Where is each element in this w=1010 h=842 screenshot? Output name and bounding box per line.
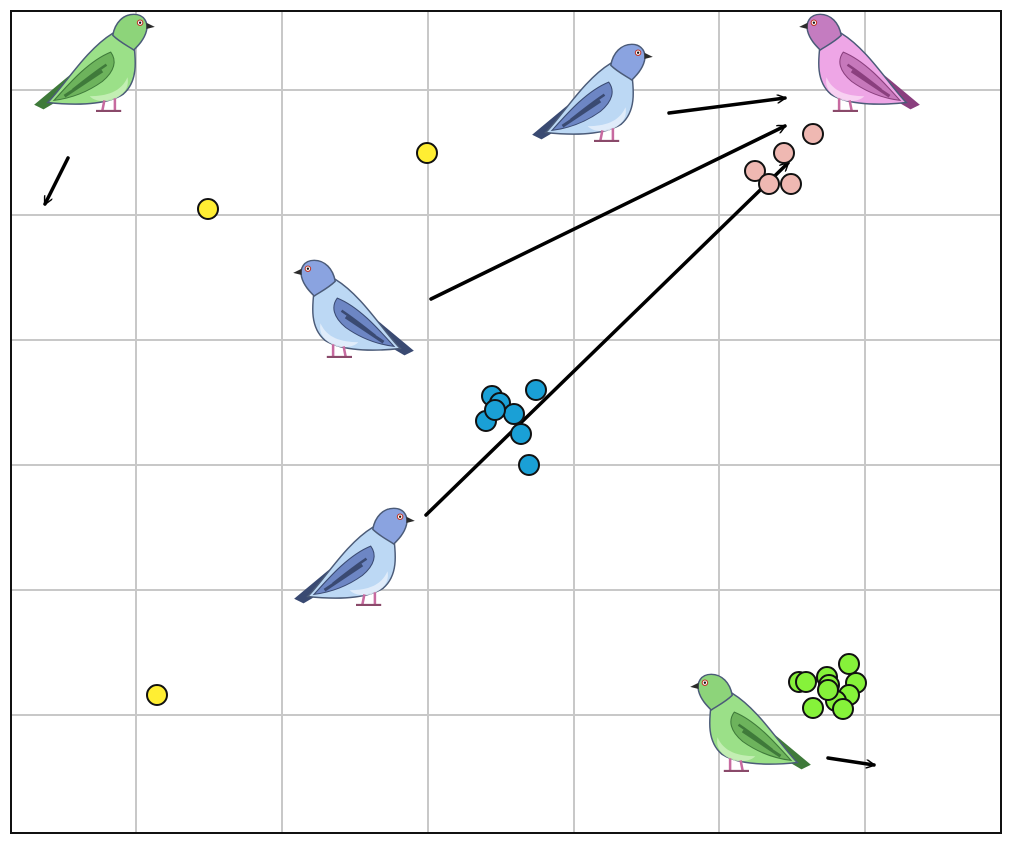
blue-pigeon-center[interactable] xyxy=(293,259,414,358)
pink-seed-cluster[interactable] xyxy=(744,123,824,195)
green-seed-cluster[interactable] xyxy=(788,653,867,720)
pigeon-wing-bar xyxy=(737,723,773,751)
pigeon-pupil xyxy=(636,51,640,54)
seed[interactable] xyxy=(832,698,854,720)
pigeon-wing-bar xyxy=(850,69,891,98)
pigeon-wing xyxy=(839,51,902,102)
blue-pigeon-top[interactable] xyxy=(532,43,653,142)
pigeon-pupil xyxy=(812,21,816,24)
pigeon-wing xyxy=(312,545,375,596)
pigeon-legs xyxy=(101,98,117,112)
seed[interactable] xyxy=(484,399,506,421)
seed[interactable] xyxy=(802,123,824,145)
green-pigeon-bottom-right-move-arrow xyxy=(826,756,876,765)
pigeon-wing xyxy=(52,51,115,102)
pigeon-belly xyxy=(717,737,756,762)
pigeon-belly xyxy=(89,77,128,102)
pigeon-wing-bar xyxy=(741,729,782,758)
seed[interactable] xyxy=(758,173,780,195)
seed[interactable] xyxy=(773,142,795,164)
seed[interactable] xyxy=(146,684,168,706)
green-pigeon-top-left-move-arrow xyxy=(43,156,70,204)
seeds-layer[interactable] xyxy=(146,123,867,720)
pigeon-wing xyxy=(333,297,396,348)
pigeon-pupil xyxy=(703,681,707,684)
pigeon-belly xyxy=(826,77,865,102)
pigeon-beak xyxy=(406,516,415,523)
board-border xyxy=(10,10,1002,834)
seed[interactable] xyxy=(838,653,860,675)
blue-pigeon-lower-move-arrow xyxy=(424,161,788,517)
green-pigeon-top-left[interactable] xyxy=(34,13,155,112)
pigeon-wing-bar xyxy=(72,63,108,91)
blue-seed-cluster[interactable] xyxy=(475,379,547,476)
pigeon-wing-bar xyxy=(344,315,385,344)
pigeon-wing-bar xyxy=(561,99,602,128)
pigeon-wing xyxy=(730,711,793,762)
blue-pigeon-center-move-arrow xyxy=(429,124,785,301)
seed[interactable] xyxy=(817,679,839,701)
pink-pigeon-top-right[interactable] xyxy=(799,13,920,112)
seed[interactable] xyxy=(780,173,802,195)
pigeon-belly xyxy=(587,107,626,132)
seed[interactable] xyxy=(510,423,532,445)
pigeon-beak xyxy=(690,682,699,689)
pigeon-belly xyxy=(349,571,388,596)
pigeon-wing-bar xyxy=(570,93,606,121)
pigeon-beak xyxy=(293,268,302,275)
move-arrows xyxy=(43,98,876,765)
seed[interactable] xyxy=(744,160,766,182)
pigeon-wing-bar xyxy=(323,563,364,592)
pigeon-legs xyxy=(331,344,347,358)
pigeon-belly xyxy=(320,323,359,348)
pigeon-pupil xyxy=(306,267,310,270)
yellow-seeds[interactable] xyxy=(146,142,438,706)
pigeon-wing-bar xyxy=(332,557,368,585)
pigeons-layer[interactable] xyxy=(34,13,920,772)
blue-pigeon-top-move-arrow xyxy=(667,98,787,115)
seed[interactable] xyxy=(503,403,525,425)
pigeon-legs xyxy=(361,592,377,606)
pigeon-wing xyxy=(550,81,613,132)
seed[interactable] xyxy=(795,671,817,693)
pigeon-beak xyxy=(146,22,155,30)
pigeon-pupil xyxy=(138,21,142,24)
seed[interactable] xyxy=(416,142,438,164)
seed[interactable] xyxy=(525,379,547,401)
pigeon-wing-bar xyxy=(846,63,882,91)
seed[interactable] xyxy=(197,198,219,220)
pigeon-legs xyxy=(599,128,615,142)
pigeon-wing-bar xyxy=(340,309,376,337)
pigeon-pupil xyxy=(398,515,402,518)
pigeon-legs xyxy=(728,758,744,772)
pigeon-wing-bar xyxy=(63,69,104,98)
seed[interactable] xyxy=(802,697,824,719)
green-pigeon-bottom-right[interactable] xyxy=(690,673,811,772)
pigeon-legs xyxy=(837,98,853,112)
seed[interactable] xyxy=(518,454,540,476)
blue-pigeon-lower[interactable] xyxy=(294,507,415,606)
